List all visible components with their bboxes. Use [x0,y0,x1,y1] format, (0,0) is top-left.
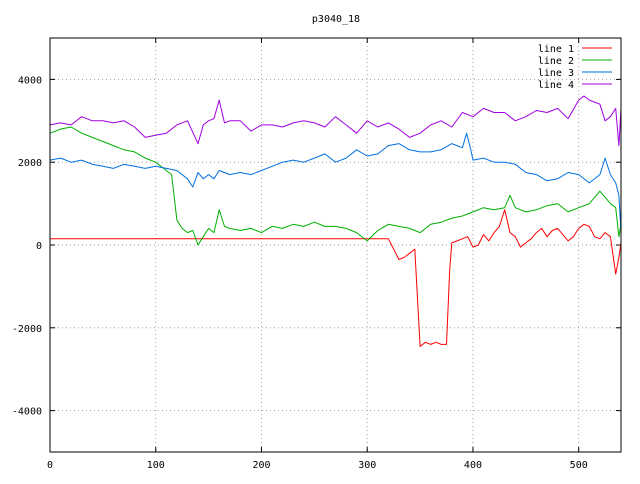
series-line-2 [49,126,622,246]
legend-label: line 4 [538,80,574,91]
series-line-1 [50,209,622,347]
series-line-3 [49,132,622,233]
legend-label: line 3 [538,68,574,79]
legend-label: line 1 [538,44,574,55]
series-lines [49,95,622,347]
y-tick-label: 0 [36,241,42,252]
axis-ticks: 0 100 200 300 400 500 -4000 -2000 0 2000 4000 [12,38,621,471]
chart-title: p3040_18 [312,14,360,25]
y-tick-label: -2000 [12,324,42,335]
x-tick-label: 500 [570,460,588,471]
x-tick-label: 100 [147,460,165,471]
y-tick-label: 4000 [18,75,42,86]
x-tick-label: 200 [252,460,270,471]
series-line-4 [49,95,622,147]
plot-frame [49,37,622,453]
y-tick-label: -4000 [12,407,42,418]
grid-lines [50,38,621,452]
legend-label: line 2 [538,56,574,67]
x-tick-label: 300 [358,460,376,471]
x-tick-label: 400 [464,460,482,471]
x-tick-label: 0 [47,460,53,471]
y-tick-label: 2000 [18,158,42,169]
